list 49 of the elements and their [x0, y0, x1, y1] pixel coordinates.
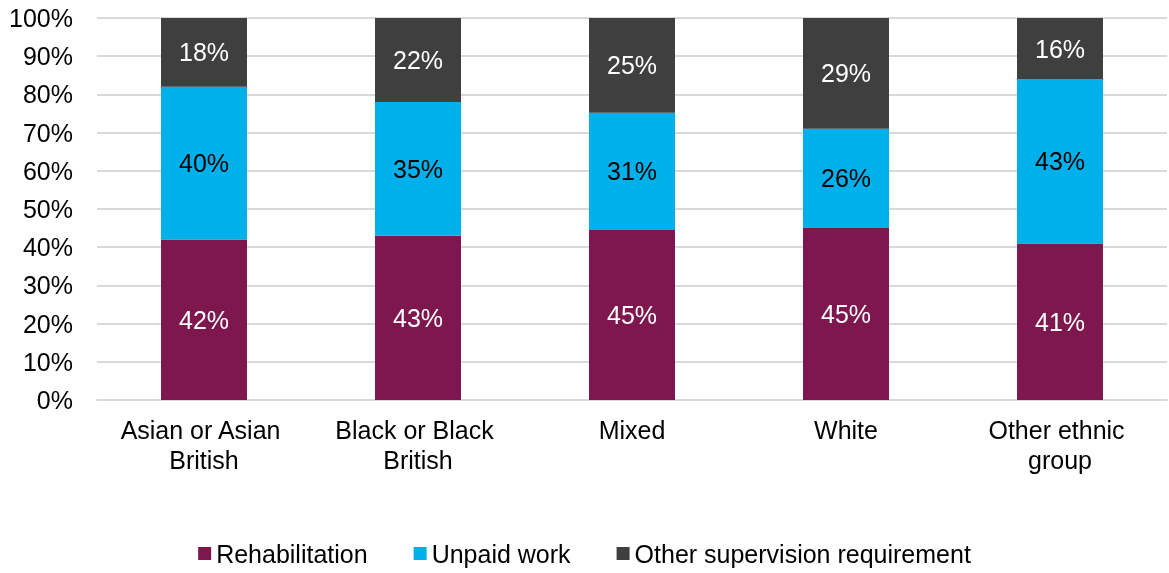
- x-tick-label: Asian or Asian British: [120, 416, 288, 474]
- y-tick-label: 100%: [9, 4, 73, 32]
- y-tick-label: 0%: [36, 386, 73, 414]
- data-label: 45%: [820, 300, 872, 329]
- data-label: 29%: [820, 59, 872, 88]
- bar: [803, 18, 889, 129]
- bar: [375, 235, 461, 400]
- bar: [161, 239, 247, 400]
- data-label: 42%: [178, 305, 230, 334]
- data-label: 25%: [606, 51, 658, 80]
- legend-label: Unpaid work: [431, 539, 572, 568]
- y-tick-label: 10%: [22, 347, 73, 376]
- data-label: 26%: [820, 164, 872, 193]
- data-label: 16%: [1034, 34, 1086, 63]
- data-label: 35%: [392, 154, 444, 183]
- y-tick-label: 50%: [22, 195, 73, 223]
- bar: [1017, 18, 1103, 80]
- bar: [589, 112, 675, 231]
- y-tick-label: 60%: [22, 156, 73, 185]
- data-label: 43%: [392, 303, 444, 332]
- bar: [803, 128, 889, 229]
- x-tick-label: White: [814, 416, 878, 444]
- data-label: 43%: [1034, 147, 1086, 176]
- data-label: 31%: [606, 157, 658, 186]
- legend-label: Other supervision requirement: [634, 539, 971, 568]
- bar: [1017, 243, 1103, 400]
- x-tick-label: Mixed: [598, 416, 666, 444]
- legend-label: Rehabilitation: [216, 539, 368, 568]
- bar: [589, 230, 675, 400]
- data-label: 40%: [178, 149, 230, 178]
- bar: [375, 18, 461, 103]
- y-tick-label: 90%: [22, 42, 73, 71]
- bar: [161, 18, 247, 87]
- y-tick-label: 20%: [22, 309, 73, 338]
- data-label: 45%: [606, 301, 658, 330]
- data-label: 18%: [178, 38, 230, 67]
- bar: [375, 102, 461, 236]
- y-tick-label: 70%: [22, 118, 73, 147]
- bar: [803, 228, 889, 400]
- x-tick-label: Other ethnic group: [988, 416, 1132, 474]
- x-tick-label: Black or Black British: [335, 416, 501, 474]
- bar: [161, 86, 247, 240]
- bar: [1017, 79, 1103, 244]
- data-label: 22%: [392, 46, 444, 75]
- y-tick-label: 80%: [22, 80, 73, 109]
- bar: [589, 18, 675, 113]
- y-tick-label: 40%: [22, 233, 73, 262]
- data-label: 41%: [1034, 307, 1086, 336]
- y-tick-label: 30%: [22, 271, 73, 300]
